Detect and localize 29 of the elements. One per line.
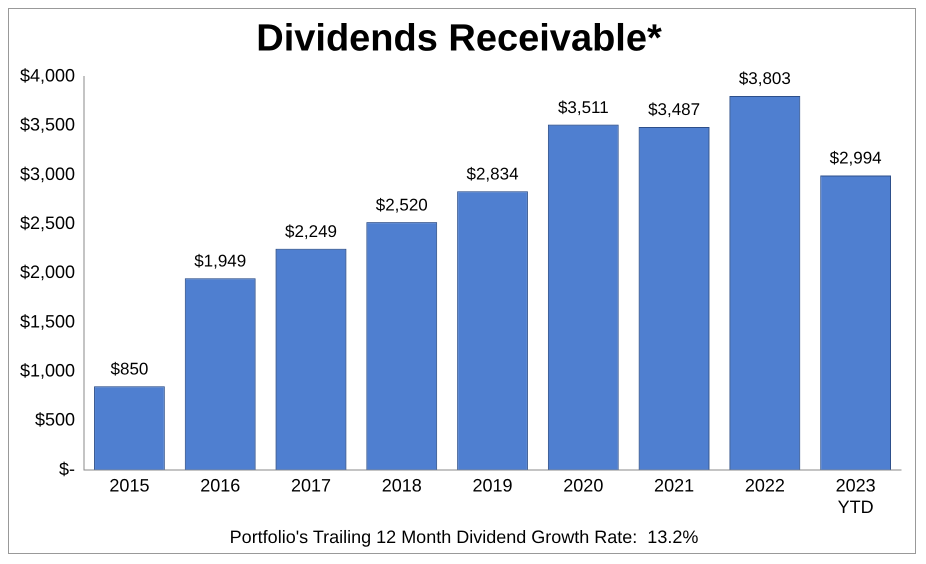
x-tick-label: 2023 YTD [836, 476, 876, 518]
data-label: $850 [110, 359, 148, 378]
y-tick-label: $1,000 [20, 360, 76, 380]
data-label: $1,949 [194, 251, 246, 270]
data-label: $3,487 [648, 100, 700, 120]
y-tick-label: $1,500 [20, 311, 76, 332]
data-label: $3,511 [558, 98, 609, 117]
x-tick-label: 2022 [744, 476, 785, 496]
y-tick-label: $3,000 [20, 164, 76, 184]
x-tick-label: 2016 [200, 476, 240, 496]
y-tick-label: $2,500 [20, 213, 76, 234]
y-tick-label: $3,500 [20, 114, 76, 135]
y-tick-label: $2,000 [20, 262, 76, 282]
x-tick-label: 2021 [654, 476, 694, 496]
x-tick-label: 2019 [472, 476, 513, 496]
x-tick-label: 2018 [382, 476, 422, 496]
data-label: $2,520 [376, 195, 428, 214]
y-tick-label: $4,000 [20, 66, 76, 86]
text: Portfolio's Trailing 12 Month Dividend Growth Rate: 13.2% [230, 526, 698, 547]
x-tick-label: 2017 [290, 476, 332, 496]
chart-title: Dividends Receivable* [256, 17, 662, 60]
x-tick-label: 2015 [109, 476, 150, 496]
data-label: $2,834 [466, 164, 519, 184]
x-tick-label: 2020 [563, 476, 604, 496]
y-tick-label: $500 [35, 410, 76, 430]
data-label: $2,994 [830, 148, 882, 168]
y-tick-label: $- [59, 458, 76, 479]
data-label: $2,249 [284, 222, 337, 241]
data-label: $3,803 [738, 69, 791, 88]
